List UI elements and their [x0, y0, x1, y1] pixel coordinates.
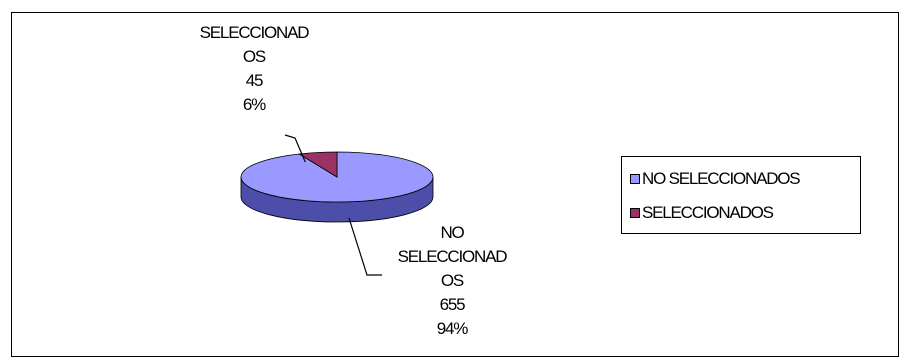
- pie-slice-no-seleccionados: [240, 151, 434, 203]
- data-label-selected-line2: OS: [242, 47, 266, 66]
- data-label-not-selected: NO SELECCIONAD OS 655 94%: [377, 221, 527, 341]
- data-label-not-selected-line1: NO: [440, 223, 464, 242]
- leader-line-no-seleccionados: [348, 217, 382, 276]
- pie-slice-seleccionados: [298, 151, 338, 178]
- data-label-selected-percent: 6%: [242, 95, 266, 114]
- data-label-not-selected-line2: SELECCIONAD: [397, 247, 508, 266]
- legend-label-seleccionados: SELECCIONADOS: [642, 203, 774, 222]
- pie-chart: [240, 134, 434, 276]
- legend-label-no-seleccionados: NO SELECCIONADOS: [642, 169, 801, 188]
- data-label-selected-line1: SELECCIONAD: [199, 23, 310, 42]
- data-label-not-selected-percent: 94%: [436, 319, 469, 338]
- legend-item-seleccionados: SELECCIONADOS: [630, 203, 774, 223]
- data-label-selected: SELECCIONAD OS 45 6%: [184, 21, 324, 117]
- legend-item-no-seleccionados: NO SELECCIONADOS: [630, 169, 801, 189]
- legend-swatch-no-seleccionados: [630, 174, 640, 184]
- legend-swatch-seleccionados: [630, 208, 640, 218]
- data-label-selected-value: 45: [245, 71, 264, 90]
- chart-area: SELECCIONAD OS 45 6% NO SELECCIONAD OS 6…: [11, 12, 899, 357]
- data-label-not-selected-line3: OS: [440, 271, 464, 290]
- leader-line-seleccionados: [284, 134, 306, 163]
- legend: NO SELECCIONADOS SELECCIONADOS: [621, 156, 861, 234]
- data-label-not-selected-value: 655: [439, 295, 466, 314]
